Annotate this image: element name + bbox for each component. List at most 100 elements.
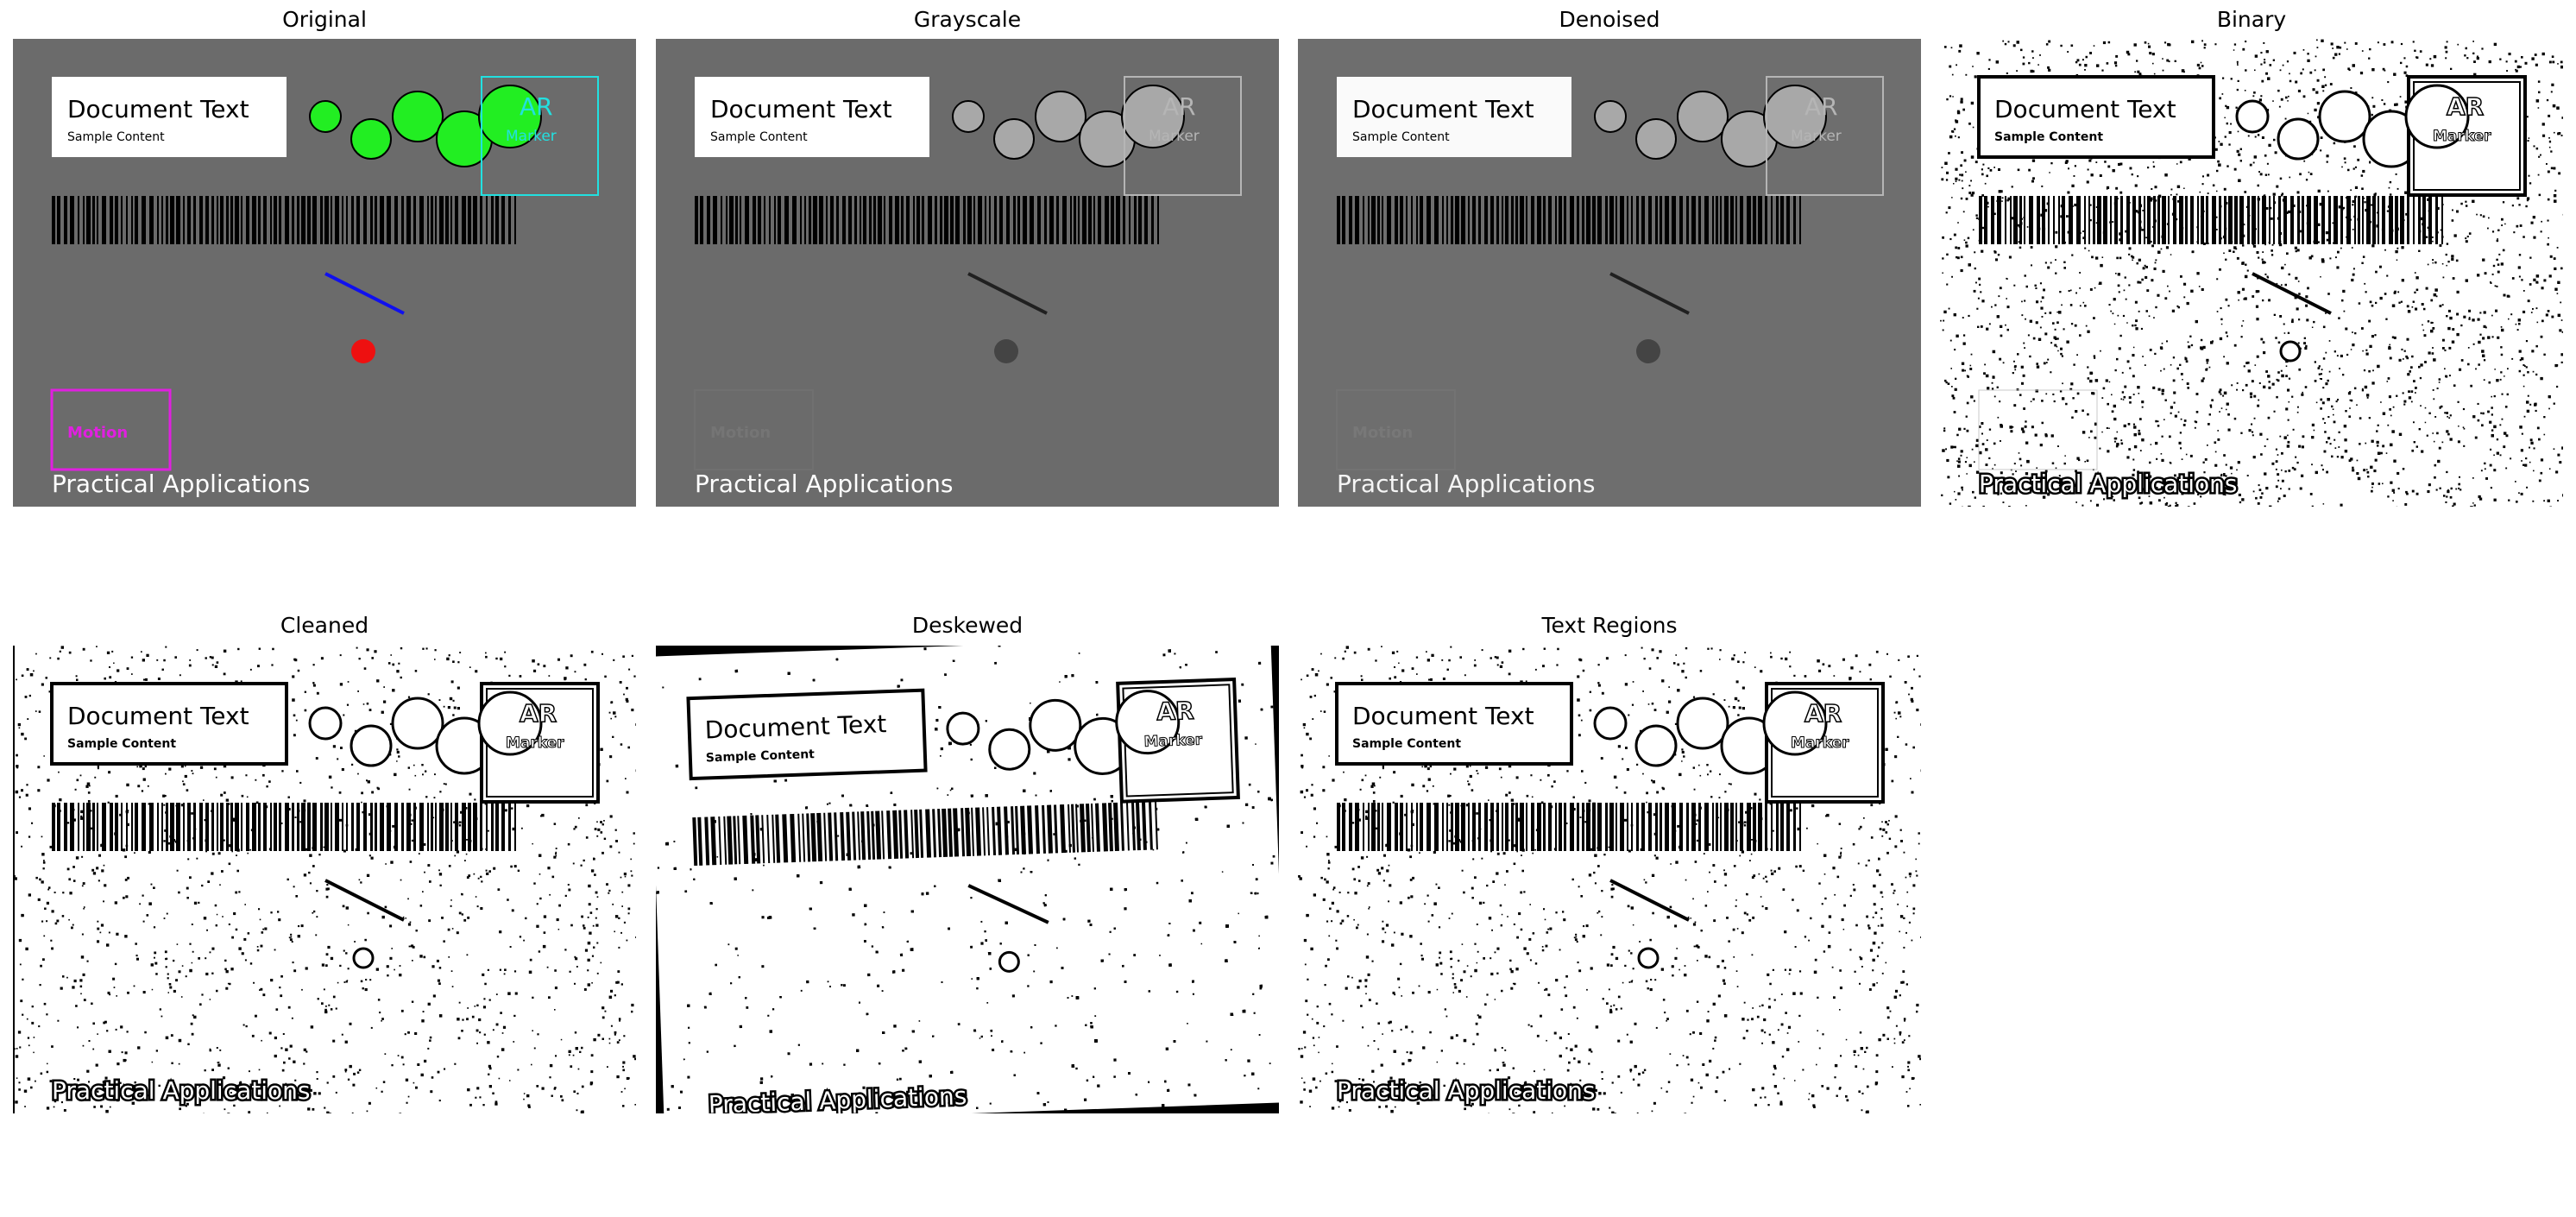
barcode-bar [431, 803, 433, 851]
barcode-bar [462, 196, 466, 244]
barcode-bar [1712, 803, 1714, 851]
barcode-bar [263, 196, 267, 244]
barcode-bar [1108, 803, 1113, 852]
barcode-bar [292, 196, 294, 244]
barcode-bar [193, 196, 196, 244]
barcode-bar [1468, 803, 1470, 851]
barcode-bar [2132, 196, 2136, 244]
barcode-bar [854, 196, 857, 244]
motion-label: Motion [67, 424, 128, 442]
barcode-bar [230, 196, 233, 244]
ar-marker-sublabel: Marker [1791, 128, 1842, 145]
barcode-bar [1044, 196, 1047, 244]
barcode-bar [881, 810, 885, 860]
barcode-bar [142, 196, 146, 244]
barcode-bar [1665, 196, 1669, 244]
barcode-bar [842, 196, 846, 244]
barcode-bar [217, 196, 218, 244]
barcode-bar [932, 809, 937, 858]
barcode-bar [110, 803, 113, 851]
barcode-bar [944, 196, 948, 244]
barcode-bar [775, 814, 781, 863]
barcode-bar [1537, 803, 1541, 851]
barcode-bar [2219, 196, 2221, 244]
barcode-bar [2247, 196, 2250, 244]
barcode-bar [394, 196, 398, 244]
barcode-bar [1478, 803, 1481, 851]
barcode-bar [1060, 804, 1066, 854]
ar-marker-box [1766, 76, 1884, 196]
outline-circle [988, 728, 1031, 771]
barcode-bar [1771, 196, 1773, 244]
barcode-bar [230, 803, 233, 851]
barcode-bar [810, 813, 817, 862]
barcode-bar [1400, 196, 1403, 244]
blue-line [324, 272, 405, 315]
barcode-bar [1735, 196, 1737, 244]
ar-marker-label: AR [1804, 92, 1838, 121]
barcode-bar [2354, 196, 2356, 244]
barcode-bar [1679, 196, 1683, 244]
barcode-bar [1564, 196, 1566, 244]
barcode-bar [1665, 803, 1669, 851]
barcode-bar [2037, 196, 2040, 244]
barcode-bar [772, 814, 776, 863]
barcode-bar [1023, 196, 1027, 244]
barcode-bar [713, 196, 717, 244]
barcode-bar [1337, 803, 1340, 851]
barcode-bar [1123, 196, 1125, 244]
barcode-bar [1382, 196, 1383, 244]
gray-circle [1635, 118, 1677, 160]
barcode-bar [1151, 196, 1154, 244]
barcode-bar [199, 196, 203, 244]
deskewed-image: Document Text Sample Content AR Marker P… [656, 646, 1279, 1113]
barcode-bar [1088, 196, 1092, 244]
barcode-bar [1349, 196, 1352, 244]
text-regions-image: Document Text Sample Content AR Marker P… [1298, 646, 1921, 1113]
barcode-bar [226, 803, 229, 851]
barcode-bar [445, 803, 449, 851]
barcode-bar [1434, 803, 1439, 851]
barcode-bar [2048, 196, 2050, 244]
barcode-bar [2162, 196, 2166, 244]
barcode-bar [356, 196, 360, 244]
barcode-bar [2372, 196, 2376, 244]
barcode-bar [806, 813, 811, 862]
barcode-bar [394, 803, 398, 851]
barcode-bar [115, 196, 118, 244]
barcode-bar [419, 803, 424, 851]
barcode-bar [997, 806, 1003, 855]
barcode-bar [975, 807, 982, 856]
barcode-bar [852, 811, 857, 861]
barcode-bar [1434, 196, 1439, 244]
barcode-bar [1363, 803, 1364, 851]
gray-circle [1763, 85, 1827, 148]
barcode-bar [1616, 196, 1617, 244]
barcode-bar [1011, 806, 1016, 855]
barcode-bar [1515, 803, 1518, 851]
barcode-bar [740, 196, 741, 244]
barcode-bar [166, 196, 168, 244]
barcode-bar [1570, 196, 1574, 244]
barcode-bar [848, 196, 852, 244]
outline-dot [2279, 340, 2302, 363]
barcode-bar [828, 812, 834, 861]
barcode-bar [1631, 196, 1633, 244]
barcode-bar [784, 196, 789, 244]
barcode-bar [1730, 803, 1734, 851]
barcode-bar [387, 196, 391, 244]
doc-title: Document Text [704, 709, 887, 744]
barcode-bar [1543, 803, 1546, 851]
barcode-bar [710, 817, 717, 866]
barcode-bar [753, 196, 756, 244]
barcode-bar [480, 196, 482, 244]
barcode-bar [764, 196, 765, 244]
barcode-bar [718, 816, 722, 865]
barcode-bar [2062, 196, 2065, 244]
outline-circle [1634, 724, 1678, 767]
barcode-bar [1564, 803, 1566, 851]
barcode-bar [769, 196, 771, 244]
barcode-bar [1609, 196, 1614, 244]
barcode-bar [2366, 196, 2371, 244]
barcode-bar [948, 808, 954, 857]
